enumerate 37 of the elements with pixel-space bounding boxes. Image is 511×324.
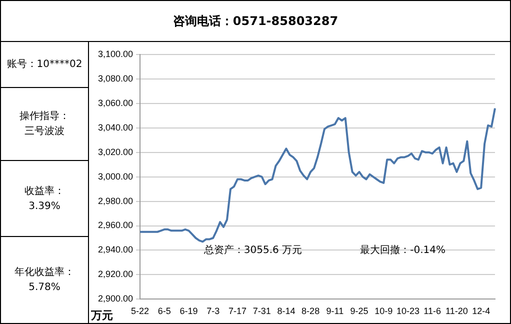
- text: 三号波波: [24, 124, 64, 139]
- y-tick-label: 3,080.00: [98, 73, 134, 84]
- y-tick-label: 2,980.00: [98, 196, 134, 206]
- y-tick-label: 3,000.00: [98, 171, 134, 182]
- x-tick-label: 11-6: [424, 306, 442, 316]
- x-tick-label: 9-25: [350, 306, 368, 316]
- x-tick-label: 12-4: [472, 306, 490, 316]
- y-tick-label: 3,100.00: [98, 48, 134, 59]
- y-tick-label: 2,900.00: [98, 294, 134, 304]
- x-tick-label: 9-11: [326, 306, 344, 316]
- text: 5.78%: [28, 281, 60, 295]
- text: 3.39%: [28, 200, 60, 214]
- y-tick-label: 2,940.00: [98, 244, 134, 255]
- x-tick-label: 6-5: [158, 306, 171, 316]
- text: 收益率：: [24, 184, 64, 198]
- x-tick-label: 10-23: [396, 306, 420, 316]
- annotation: 最大回撤：-0.14%: [360, 244, 446, 256]
- y-tick-label: 3,020.00: [98, 146, 134, 157]
- text: 操作指导：: [20, 110, 70, 124]
- x-tick-label: 10-9: [374, 306, 393, 316]
- chart-title: 咨询电话：0571-85803287: [1, 1, 510, 42]
- y-tick-label: 2,920.00: [98, 269, 134, 280]
- x-tick-label: 8-28: [302, 306, 320, 316]
- y-tick-label: 2,960.00: [98, 220, 134, 230]
- x-tick-label: 8-14: [277, 306, 296, 316]
- y-tick-label: 3,060.00: [98, 98, 134, 108]
- annotation: 总资产：3055.6 万元: [202, 244, 302, 256]
- y-tick-label: 3,040.00: [98, 122, 134, 132]
- x-tick-label: 11-20: [446, 306, 468, 316]
- x-tick-label: 5-22: [131, 306, 150, 316]
- x-tick-label: 7-3: [206, 306, 220, 316]
- text: 年化收益率：: [14, 266, 74, 280]
- x-tick-label: 7-31: [252, 306, 271, 316]
- y-axis-title: 万元: [90, 309, 114, 322]
- text: 账号：10****02: [6, 58, 82, 72]
- x-tick-label: 7-17: [228, 306, 246, 316]
- x-tick-label: 6-19: [180, 306, 198, 316]
